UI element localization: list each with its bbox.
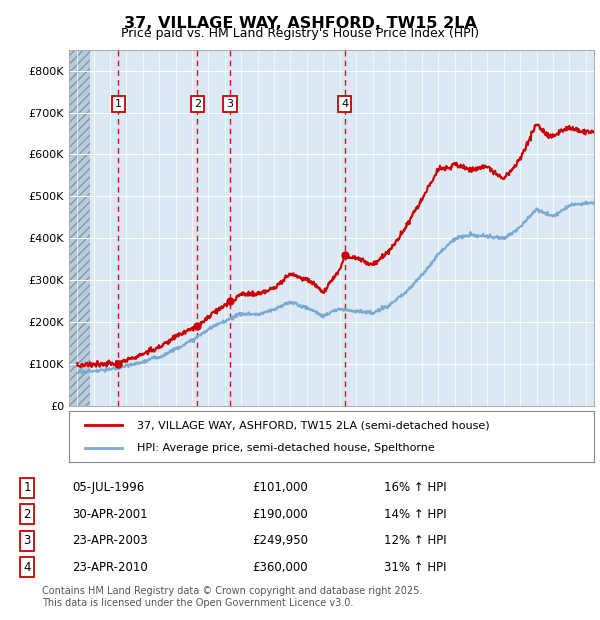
Text: HPI: Average price, semi-detached house, Spelthorne: HPI: Average price, semi-detached house,… <box>137 443 435 453</box>
Text: 31% ↑ HPI: 31% ↑ HPI <box>384 560 446 574</box>
Bar <box>69 50 89 406</box>
Text: 1: 1 <box>115 99 122 109</box>
Text: 30-APR-2001: 30-APR-2001 <box>72 508 148 521</box>
Text: 23-APR-2010: 23-APR-2010 <box>72 560 148 574</box>
Text: £101,000: £101,000 <box>252 482 308 494</box>
Text: £190,000: £190,000 <box>252 508 308 521</box>
Text: 37, VILLAGE WAY, ASHFORD, TW15 2LA: 37, VILLAGE WAY, ASHFORD, TW15 2LA <box>124 16 476 30</box>
Text: £249,950: £249,950 <box>252 534 308 547</box>
Text: 14% ↑ HPI: 14% ↑ HPI <box>384 508 446 521</box>
Text: Contains HM Land Registry data © Crown copyright and database right 2025.
This d: Contains HM Land Registry data © Crown c… <box>42 586 422 608</box>
Text: 16% ↑ HPI: 16% ↑ HPI <box>384 482 446 494</box>
Text: 12% ↑ HPI: 12% ↑ HPI <box>384 534 446 547</box>
Text: £360,000: £360,000 <box>252 560 308 574</box>
Text: 4: 4 <box>341 99 349 109</box>
Text: 23-APR-2003: 23-APR-2003 <box>72 534 148 547</box>
Text: 3: 3 <box>226 99 233 109</box>
Text: 1: 1 <box>23 482 31 494</box>
Text: 4: 4 <box>23 560 31 574</box>
Text: 05-JUL-1996: 05-JUL-1996 <box>72 482 144 494</box>
Text: 2: 2 <box>23 508 31 521</box>
Text: 3: 3 <box>23 534 31 547</box>
Text: 37, VILLAGE WAY, ASHFORD, TW15 2LA (semi-detached house): 37, VILLAGE WAY, ASHFORD, TW15 2LA (semi… <box>137 420 490 430</box>
Text: Price paid vs. HM Land Registry's House Price Index (HPI): Price paid vs. HM Land Registry's House … <box>121 27 479 40</box>
Text: 2: 2 <box>194 99 201 109</box>
